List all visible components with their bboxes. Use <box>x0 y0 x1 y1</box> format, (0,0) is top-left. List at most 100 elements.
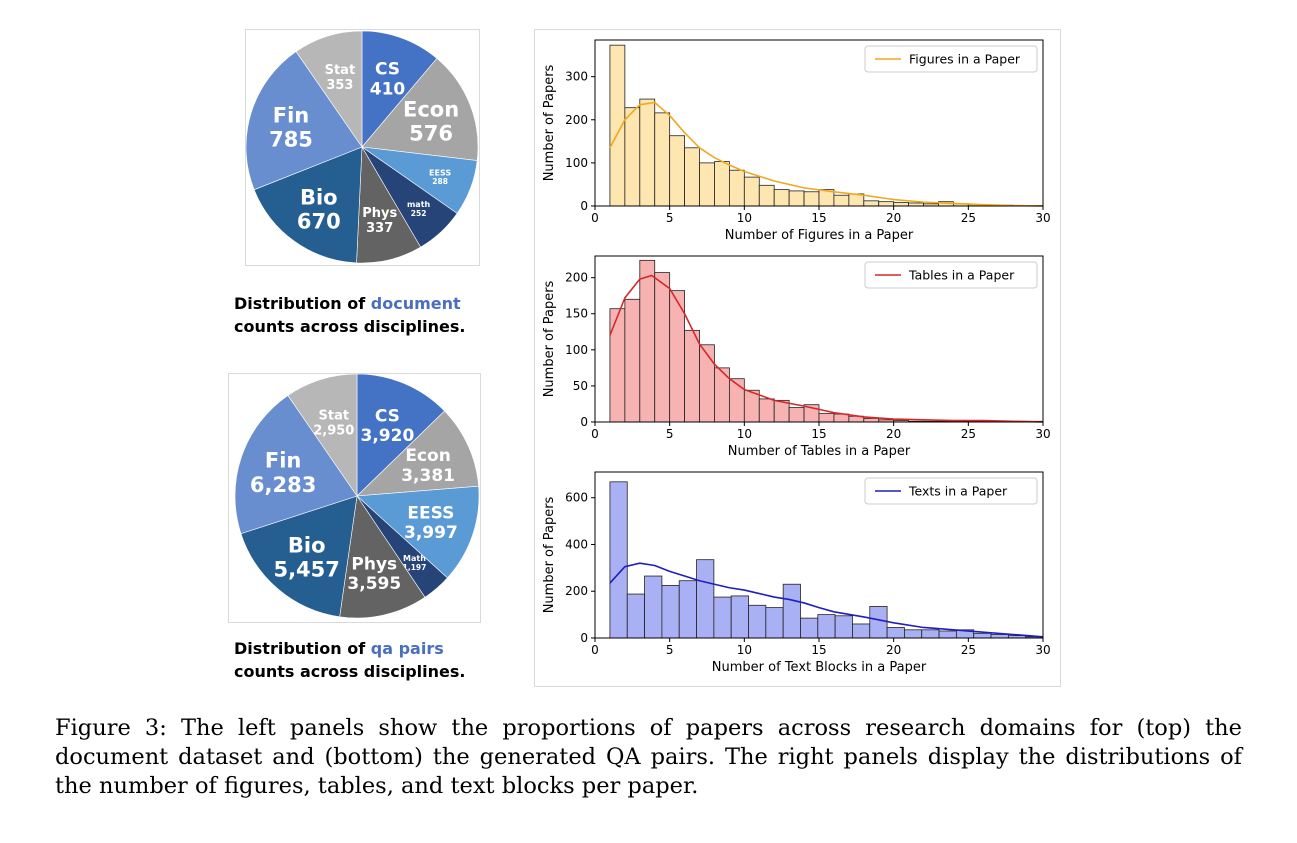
texts-bar <box>626 593 645 639</box>
texts-bar <box>973 632 992 639</box>
tables-y-tick-label: 150 <box>565 307 588 321</box>
texts-y-tick-label: 0 <box>580 631 588 645</box>
tables-bar <box>728 378 745 423</box>
texts-y-tick-label: 600 <box>565 491 588 505</box>
tables-density-line <box>609 274 1044 423</box>
document-pie-slice-fin <box>246 51 363 191</box>
tables-y-tick-label: 0 <box>580 415 588 429</box>
texts-bar <box>921 629 940 639</box>
figures-y-axis-label: Number of Papers <box>542 64 557 181</box>
document-pie-label-name-phys: Phys <box>362 206 397 221</box>
texts-bar <box>765 607 784 639</box>
tables-bar <box>684 329 700 423</box>
figures-legend-label: Figures in a Paper <box>909 52 1021 67</box>
texts-bar <box>800 617 819 639</box>
tables-x-tick-label: 20 <box>886 427 901 441</box>
qa-pie-label-name-cs: CS <box>375 407 400 427</box>
qa-pie-label-name-stat: Stat <box>319 409 350 424</box>
figures-x-tick-label: 15 <box>811 211 826 225</box>
texts-bar <box>852 623 871 639</box>
figures-x-tick-label: 25 <box>961 211 976 225</box>
tables-legend: Tables in a Paper <box>864 261 1038 289</box>
figures-bar <box>699 162 715 207</box>
qa-pie-label-value-cs: 3,920 <box>361 426 415 446</box>
figures-y-tick-label: 100 <box>565 156 588 170</box>
texts-x-tick-label: 20 <box>886 643 901 657</box>
document-pie-label-value-econ: 576 <box>409 122 453 146</box>
tables-x-tick-label: 15 <box>811 427 826 441</box>
tables-bar <box>758 398 775 423</box>
tables-x-tick-label: 5 <box>666 427 674 441</box>
texts-legend: Texts in a Paper <box>864 477 1038 505</box>
qa-pie-slice-fin <box>234 395 358 535</box>
figures-bar <box>773 189 790 207</box>
document-pie-slice-bio <box>253 146 363 264</box>
document-pie-slice-cs <box>361 30 438 148</box>
qa-pie-slice-stat <box>287 374 358 497</box>
tables-bar <box>743 389 760 423</box>
texts-bar <box>713 596 732 639</box>
qa-pie-label-value-fin: 6,283 <box>250 473 316 497</box>
texts-bar <box>678 580 697 639</box>
texts-histogram: 0 5 10 15 20 25 30 0 200 400 600 Number of Text Blo… <box>542 471 1051 675</box>
figures-density-line <box>609 101 1044 207</box>
figures-x-axis-label: Number of Figures in a Paper <box>725 228 914 243</box>
tables-x-tick-label: 0 <box>591 427 599 441</box>
texts-bar <box>609 481 628 639</box>
qa-pie-label-name-econ: Econ <box>405 446 450 466</box>
tables-bar <box>654 272 671 423</box>
document-pie-label-value-stat: 353 <box>326 78 353 93</box>
document-pie-label-name-math: math <box>407 200 431 209</box>
document-pie-label-name-fin: Fin <box>273 103 310 127</box>
texts-bar <box>817 614 836 639</box>
figures-x-tick-label: 20 <box>886 211 901 225</box>
tables-x-axis-label: Number of Tables in a Paper <box>728 444 911 459</box>
texts-bar <box>782 583 801 639</box>
texts-x-tick-label: 10 <box>737 643 752 657</box>
texts-density-line <box>609 562 1044 638</box>
figures-y-tick-label: 300 <box>565 70 588 84</box>
tables-y-axis-label: Number of Papers <box>542 280 557 397</box>
texts-bar <box>869 606 888 639</box>
figures-bar <box>714 161 730 207</box>
figures-bar <box>893 202 910 207</box>
tables-x-tick-label: 25 <box>961 427 976 441</box>
texts-y-axis-label: Number of Papers <box>542 496 557 613</box>
document-pie-slice-econ <box>361 57 479 161</box>
texts-bar <box>938 630 957 639</box>
tables-bar <box>624 298 641 423</box>
qa-pie-label-value-eess: 3,997 <box>404 523 458 543</box>
texts-bar <box>661 584 680 639</box>
figures-bar <box>803 191 820 207</box>
document-pie-caption-highlight: document <box>370 294 461 313</box>
document-pie-chart-panel: CS 410 Econ 576 EESS 288 math 252 Phys 337 Bio 670 F… <box>245 29 480 266</box>
texts-y-tick-label: 200 <box>565 584 588 598</box>
texts-bar <box>904 629 923 639</box>
texts-bar <box>730 595 749 639</box>
tables-y-tick-label: 50 <box>573 379 588 393</box>
texts-x-tick-label: 5 <box>666 643 674 657</box>
figures-bar <box>833 194 850 207</box>
figures-bar <box>863 200 880 207</box>
document-pie-label-value-eess: 288 <box>432 177 448 186</box>
texts-bar <box>990 634 1009 639</box>
figures-bar <box>788 190 805 207</box>
figures-bar <box>728 169 745 207</box>
document-pie-label-value-math: 252 <box>411 209 427 218</box>
tables-x-tick-label: 10 <box>737 427 752 441</box>
qa-pie-label-value-econ: 3,381 <box>401 466 455 486</box>
figures-bar <box>684 147 700 207</box>
qa-pie-label-value-bio: 5,457 <box>273 558 339 582</box>
texts-x-tick-label: 25 <box>961 643 976 657</box>
document-pie-label-name-econ: Econ <box>403 98 459 122</box>
texts-legend-label: Texts in a Paper <box>908 484 1008 499</box>
tables-bar <box>863 417 880 423</box>
